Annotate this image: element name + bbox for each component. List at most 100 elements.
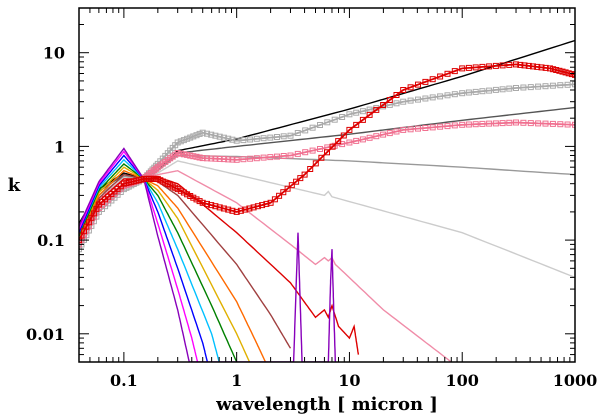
series-15-marker bbox=[190, 153, 197, 160]
series-line-4 bbox=[79, 169, 452, 362]
series-16-marker bbox=[472, 64, 479, 71]
series-16-marker bbox=[486, 63, 493, 70]
series-16-marker bbox=[556, 67, 563, 74]
series-16-marker bbox=[259, 202, 266, 209]
series-15-marker bbox=[220, 156, 227, 163]
series-14-marker bbox=[513, 85, 519, 91]
series-16-marker bbox=[297, 175, 304, 182]
series-16-marker bbox=[284, 185, 291, 192]
series-15-marker bbox=[187, 152, 194, 159]
series-16-marker bbox=[229, 207, 236, 214]
series-15-marker bbox=[451, 122, 458, 129]
series-16-marker bbox=[353, 121, 360, 128]
series-15-marker bbox=[380, 131, 387, 138]
x-tick-label: 1000 bbox=[553, 371, 598, 390]
series-16-marker bbox=[559, 68, 566, 75]
series-line-9 bbox=[79, 162, 238, 362]
series-14-marker bbox=[535, 83, 542, 90]
series-16-marker bbox=[550, 66, 557, 73]
series-15-marker bbox=[542, 120, 549, 127]
series-14-marker bbox=[233, 137, 240, 144]
x-axis-label: wavelength [ micron ] bbox=[215, 394, 438, 415]
series-15-marker bbox=[287, 152, 294, 159]
series-16-marker bbox=[312, 160, 319, 167]
series-14-marker bbox=[479, 88, 486, 95]
series-14-marker bbox=[437, 93, 444, 100]
series-16-marker bbox=[547, 65, 553, 72]
series-16-marker bbox=[318, 154, 325, 161]
series-14-marker bbox=[240, 137, 247, 144]
series-16-marker bbox=[415, 81, 421, 88]
x-tick-label: 10 bbox=[338, 371, 360, 390]
series-16-marker bbox=[187, 193, 194, 199]
series-16-marker bbox=[216, 204, 223, 211]
series-line-11 bbox=[79, 154, 209, 362]
series-14-marker bbox=[564, 81, 571, 88]
series-15-marker bbox=[174, 150, 181, 156]
series-16-marker bbox=[538, 64, 545, 71]
series-16-marker bbox=[250, 204, 257, 211]
series-14-marker bbox=[199, 129, 206, 136]
series-16-marker bbox=[276, 192, 283, 199]
series-16-marker bbox=[429, 76, 436, 83]
series-14-marker bbox=[407, 97, 414, 104]
y-tick-label: 0.1 bbox=[37, 231, 65, 250]
series-15-marker bbox=[492, 120, 499, 127]
series-line-5 bbox=[79, 176, 360, 355]
series-16-marker bbox=[479, 63, 486, 70]
series-14-marker bbox=[542, 83, 549, 90]
x-tick-label: 100 bbox=[446, 371, 479, 390]
series-14-marker bbox=[400, 98, 407, 105]
series-16-marker bbox=[366, 111, 373, 118]
series-15-marker bbox=[572, 121, 575, 128]
series-15-marker bbox=[359, 136, 366, 143]
series-15-marker bbox=[177, 150, 184, 157]
series-14-marker bbox=[204, 130, 210, 137]
series-14-marker bbox=[415, 96, 421, 103]
series-16-marker bbox=[271, 196, 278, 203]
series-15-marker bbox=[429, 124, 436, 131]
series-15-marker bbox=[229, 156, 236, 163]
series-15-marker bbox=[506, 119, 513, 126]
series-16-marker bbox=[373, 106, 380, 113]
series-15-marker bbox=[422, 125, 429, 131]
series-14-marker bbox=[302, 127, 309, 134]
series-14-marker bbox=[253, 135, 260, 142]
series-15-marker bbox=[407, 126, 414, 133]
series-16-marker bbox=[254, 203, 261, 210]
series-16-marker bbox=[263, 200, 270, 207]
series-16-marker bbox=[465, 64, 472, 71]
ticks-layer: 0.1 1 10 100 1000 0.01 0.1 1 10 bbox=[26, 7, 598, 390]
series-14-marker bbox=[174, 139, 181, 146]
series-15-marker bbox=[153, 165, 160, 172]
series-15-marker bbox=[437, 123, 444, 130]
series-16-marker bbox=[386, 97, 393, 103]
series-14-marker bbox=[190, 133, 197, 140]
series-15-marker bbox=[240, 156, 247, 163]
series-15-marker bbox=[247, 155, 254, 162]
series-14-marker bbox=[359, 108, 366, 115]
series-16-marker bbox=[288, 182, 295, 189]
series-15-marker bbox=[184, 151, 191, 158]
series-16-marker bbox=[180, 189, 187, 196]
series-15-marker bbox=[564, 121, 571, 128]
series-15-marker bbox=[373, 133, 380, 140]
x-tick-label: 1 bbox=[231, 371, 242, 390]
series-15-marker bbox=[444, 123, 451, 130]
series-16-marker bbox=[525, 62, 532, 69]
y-axis-label: k bbox=[8, 175, 21, 196]
series-15-marker bbox=[513, 119, 519, 126]
series-14-marker bbox=[212, 132, 219, 139]
series-14-marker bbox=[267, 134, 274, 141]
y-tick-label: 0.01 bbox=[26, 325, 65, 344]
series-15-marker bbox=[317, 146, 323, 152]
series-16-marker bbox=[553, 67, 560, 73]
series-16-marker bbox=[506, 61, 513, 68]
series-14-marker bbox=[193, 132, 200, 139]
series-15-marker bbox=[415, 125, 421, 132]
series-line-13 bbox=[79, 147, 336, 362]
series-14-marker bbox=[229, 136, 236, 143]
series-16-marker bbox=[329, 143, 336, 150]
series-16-marker bbox=[204, 200, 210, 207]
series-15-marker bbox=[479, 120, 486, 127]
